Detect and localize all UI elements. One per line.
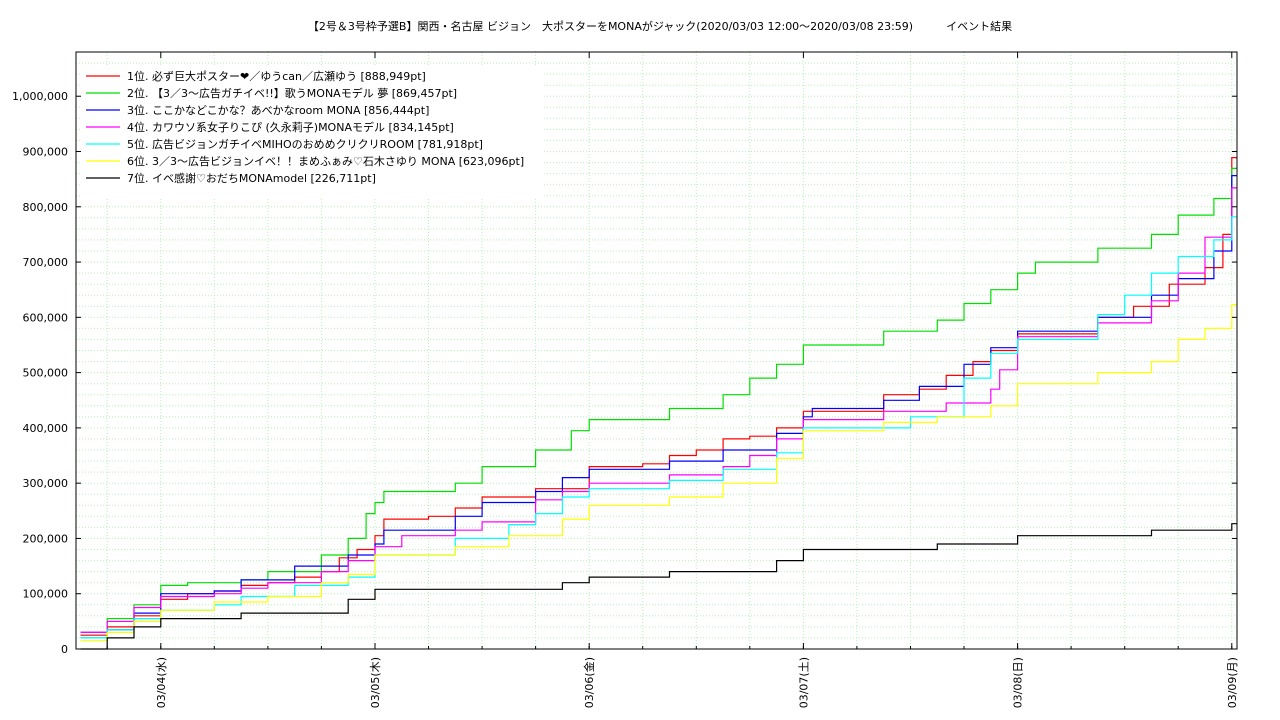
x-tick-label: 03/08(日) <box>1012 657 1025 708</box>
legend-label: 4位. カワウソ系女子りこぴ (久永莉子)MONAモデル [834,145pt] <box>127 120 454 134</box>
y-tick-label: 200,000 <box>23 532 69 545</box>
series-line-7 <box>80 523 1237 650</box>
x-tick-label: 03/05(木) <box>369 657 382 708</box>
y-tick-label: 400,000 <box>23 422 69 435</box>
y-tick-label: 600,000 <box>23 311 69 324</box>
legend-label: 6位. 3／3〜広告ビジョンイベ！！まめふぁみ♡石木さゆり MONA [623,… <box>127 154 524 168</box>
series-line-5 <box>80 216 1237 639</box>
legend-label: 2位. 【3／3〜広告ガチイベ!!】歌うMONAモデル 夢 [869,457pt… <box>127 86 457 100</box>
y-tick-label: 300,000 <box>23 477 69 490</box>
y-tick-label: 1,000,000 <box>12 90 68 103</box>
series-lines <box>80 157 1237 650</box>
series-line-4 <box>80 187 1237 633</box>
y-tick-label: 0 <box>61 643 68 656</box>
y-tick-label: 100,000 <box>23 588 69 601</box>
legend: 1位. 必ず巨大ポスター❤︎／ゆうcan／広瀬ゆう [888,949pt] 2位.… <box>82 66 542 197</box>
legend-label: 7位. イベ感謝♡おだちMONAmodel [226,711pt] <box>127 171 376 185</box>
plot-frame <box>75 51 1238 650</box>
y-tick-label: 700,000 <box>23 256 69 269</box>
x-tick-label: 03/07(土) <box>797 657 810 708</box>
legend-label: 5位. 広告ビジョンガチイベMIHOのおめめクリクリROOM [781,918p… <box>127 137 483 151</box>
axes: 0 100,000 200,000 300,000 400,000 500,000 600,… <box>12 52 1239 708</box>
y-tick-label: 500,000 <box>23 367 69 380</box>
series-line-1 <box>80 157 1237 636</box>
y-tick-label: 900,000 <box>23 146 69 159</box>
legend-label: 1位. 必ず巨大ポスター❤︎／ゆうcan／広瀬ゆう [888,949pt] <box>127 69 426 83</box>
legend-label: 3位. ここかなどこかな？あべかなroom MONA [856,444pt] <box>127 103 429 117</box>
x-tick-label: 03/04(水) <box>155 657 168 708</box>
chart-title: 【2号＆3号枠予選B】関西・名古屋 ビジョン 大ポスターをMONAがジャック(2… <box>308 19 1012 33</box>
y-tick-label: 800,000 <box>23 201 69 214</box>
legend-background <box>82 66 542 197</box>
x-tick-label: 03/06(金) <box>582 657 596 708</box>
x-tick-label: 03/09(月) <box>1226 657 1239 708</box>
series-line-6 <box>80 304 1237 642</box>
